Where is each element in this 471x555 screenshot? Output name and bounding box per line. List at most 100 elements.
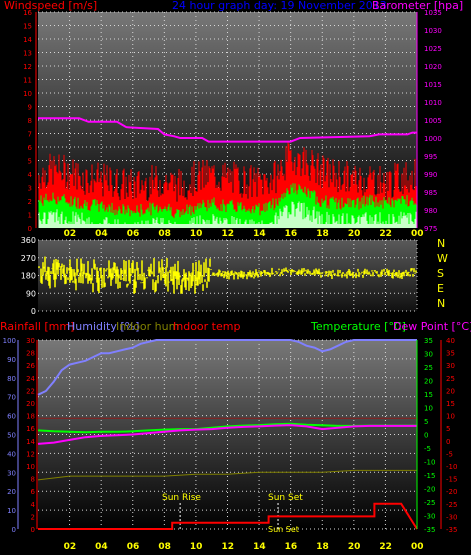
x-tick-label: 00 [411,229,424,239]
temp-y-tick: -30 [424,513,435,521]
sunset-label: Sun Set [268,493,303,503]
compass-label: E [437,282,444,295]
x-tick-label: 20 [348,229,361,239]
rain-y-tick: 22 [26,387,35,395]
x-tick-label: 02 [64,229,77,239]
temp-y-tick: -10 [424,459,435,467]
dew-y-tick: 30 [446,362,455,370]
temperature-label: Temperature [°C] [310,320,406,333]
axis-labels: 0202040406060808101012121414161618182020… [3,9,458,552]
dew-y-tick: -35 [446,526,457,534]
temp-y-tick: 0 [424,432,428,440]
rain-y-tick: 4 [31,501,36,509]
temp-y-tick: -35 [424,526,435,534]
temp-y-tick: 10 [424,405,433,413]
wind-y-tick: 1 [28,212,32,220]
rain-y-tick: 26 [26,362,35,370]
wind-y-tick: 6 [28,144,33,152]
hum-y-tick: 60 [7,413,16,421]
indoor-hum-label: Indoor hum [116,320,179,333]
hum-y-tick: 20 [7,488,16,496]
baro-y-tick: 1005 [424,117,442,125]
dewpoint-label: Dew Point [°C] [393,320,471,333]
x-tick-label: 18 [316,229,329,239]
wind-y-tick: 10 [23,90,32,98]
rain-y-tick: 2 [31,513,35,521]
dew-y-tick: 10 [446,413,455,421]
dew-y-tick: 15 [446,400,455,408]
temp-y-tick: -5 [424,445,431,453]
x-tick-label: 18 [316,542,329,552]
x-tick-label: 14 [253,229,266,239]
baro-y-tick: 1035 [424,9,442,17]
rain-y-tick: 16 [26,425,35,433]
temp-y-tick: 35 [424,337,433,345]
rain-y-tick: 30 [26,337,35,345]
temp-y-tick: 20 [424,378,433,386]
hum-y-tick: 10 [7,507,16,515]
hum-y-tick: 100 [3,337,16,345]
dew-y-tick: -30 [446,513,457,521]
baro-y-tick: 980 [424,207,437,215]
baro-y-tick: 1000 [424,135,442,143]
wind-y-tick: 0 [28,225,32,233]
rain-y-tick: 12 [26,450,35,458]
humidity-label: Humidity [%] [67,320,139,333]
x-tick-label: 10 [190,542,203,552]
rain-y-tick: 10 [26,463,35,471]
hum-y-tick: 50 [7,432,16,440]
dir-y-tick: 0 [31,307,36,316]
wind-y-tick: 3 [28,185,32,193]
rain-y-tick: 6 [31,488,36,496]
wind-y-tick: 7 [28,131,32,139]
hum-y-tick: 40 [7,450,16,458]
sunset-label-2: Sun Set [268,525,299,534]
rain-y-tick: 14 [26,438,35,446]
wind-y-tick: 5 [28,158,32,166]
x-tick-label: 08 [158,229,171,239]
series-humidity [37,339,417,396]
compass-label: W [437,252,448,265]
compass-label: N [437,297,445,310]
wind-y-tick: 16 [23,9,32,17]
dew-y-tick: 25 [446,375,455,383]
series-dew-point [37,424,417,445]
dew-y-tick: 0 [446,438,450,446]
barometer-line [38,117,417,143]
x-tick-label: 06 [127,542,140,552]
x-tick-label: 02 [64,542,77,552]
dew-y-tick: 40 [446,337,455,345]
dew-y-tick: 35 [446,350,455,358]
x-tick-label: 16 [285,229,298,239]
series-indoor-hum [37,469,417,481]
baro-y-tick: 1025 [424,45,442,53]
x-tick-label: 06 [127,229,140,239]
x-tick-label: 04 [95,542,108,552]
x-tick-label: 22 [379,229,392,239]
rain-y-tick: 18 [26,413,35,421]
x-tick-label: 10 [190,229,203,239]
wind-y-tick: 14 [23,36,32,44]
x-tick-label: 16 [285,542,298,552]
temperature-panel [38,340,417,529]
compass-label: N [437,237,445,250]
dew-y-tick: -15 [446,476,457,484]
baro-y-tick: 995 [424,153,437,161]
wind-series [38,117,417,228]
temp-y-tick: -15 [424,472,435,480]
x-tick-label: 14 [253,542,266,552]
hum-y-tick: 30 [7,469,16,477]
baro-y-tick: 1010 [424,99,442,107]
x-tick-label: 20 [348,542,361,552]
dew-y-tick: -5 [446,450,453,458]
baro-y-tick: 1020 [424,63,442,71]
wind-y-tick: 13 [23,50,32,58]
wind-y-tick: 8 [28,117,32,125]
dew-y-tick: 20 [446,387,455,395]
baro-y-tick: 975 [424,225,437,233]
baro-y-tick: 985 [424,189,437,197]
wind-y-tick: 15 [23,23,32,31]
temperature-series [37,339,418,530]
baro-y-tick: 1015 [424,81,442,89]
hum-y-tick: 0 [12,526,16,534]
